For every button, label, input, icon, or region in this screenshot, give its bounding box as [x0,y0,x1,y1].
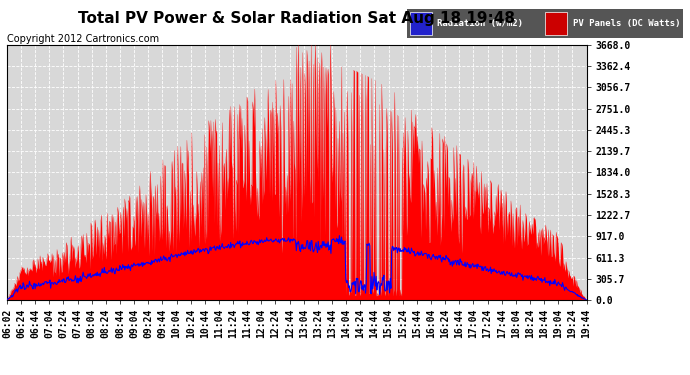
Bar [410,12,432,35]
Text: Copyright 2012 Cartronics.com: Copyright 2012 Cartronics.com [7,34,159,44]
Text: Total PV Power & Solar Radiation Sat Aug 18 19:48: Total PV Power & Solar Radiation Sat Aug… [78,11,515,26]
Text: Radiation (w/m2): Radiation (w/m2) [437,19,524,28]
Bar [545,12,567,35]
Text: PV Panels (DC Watts): PV Panels (DC Watts) [573,19,680,28]
